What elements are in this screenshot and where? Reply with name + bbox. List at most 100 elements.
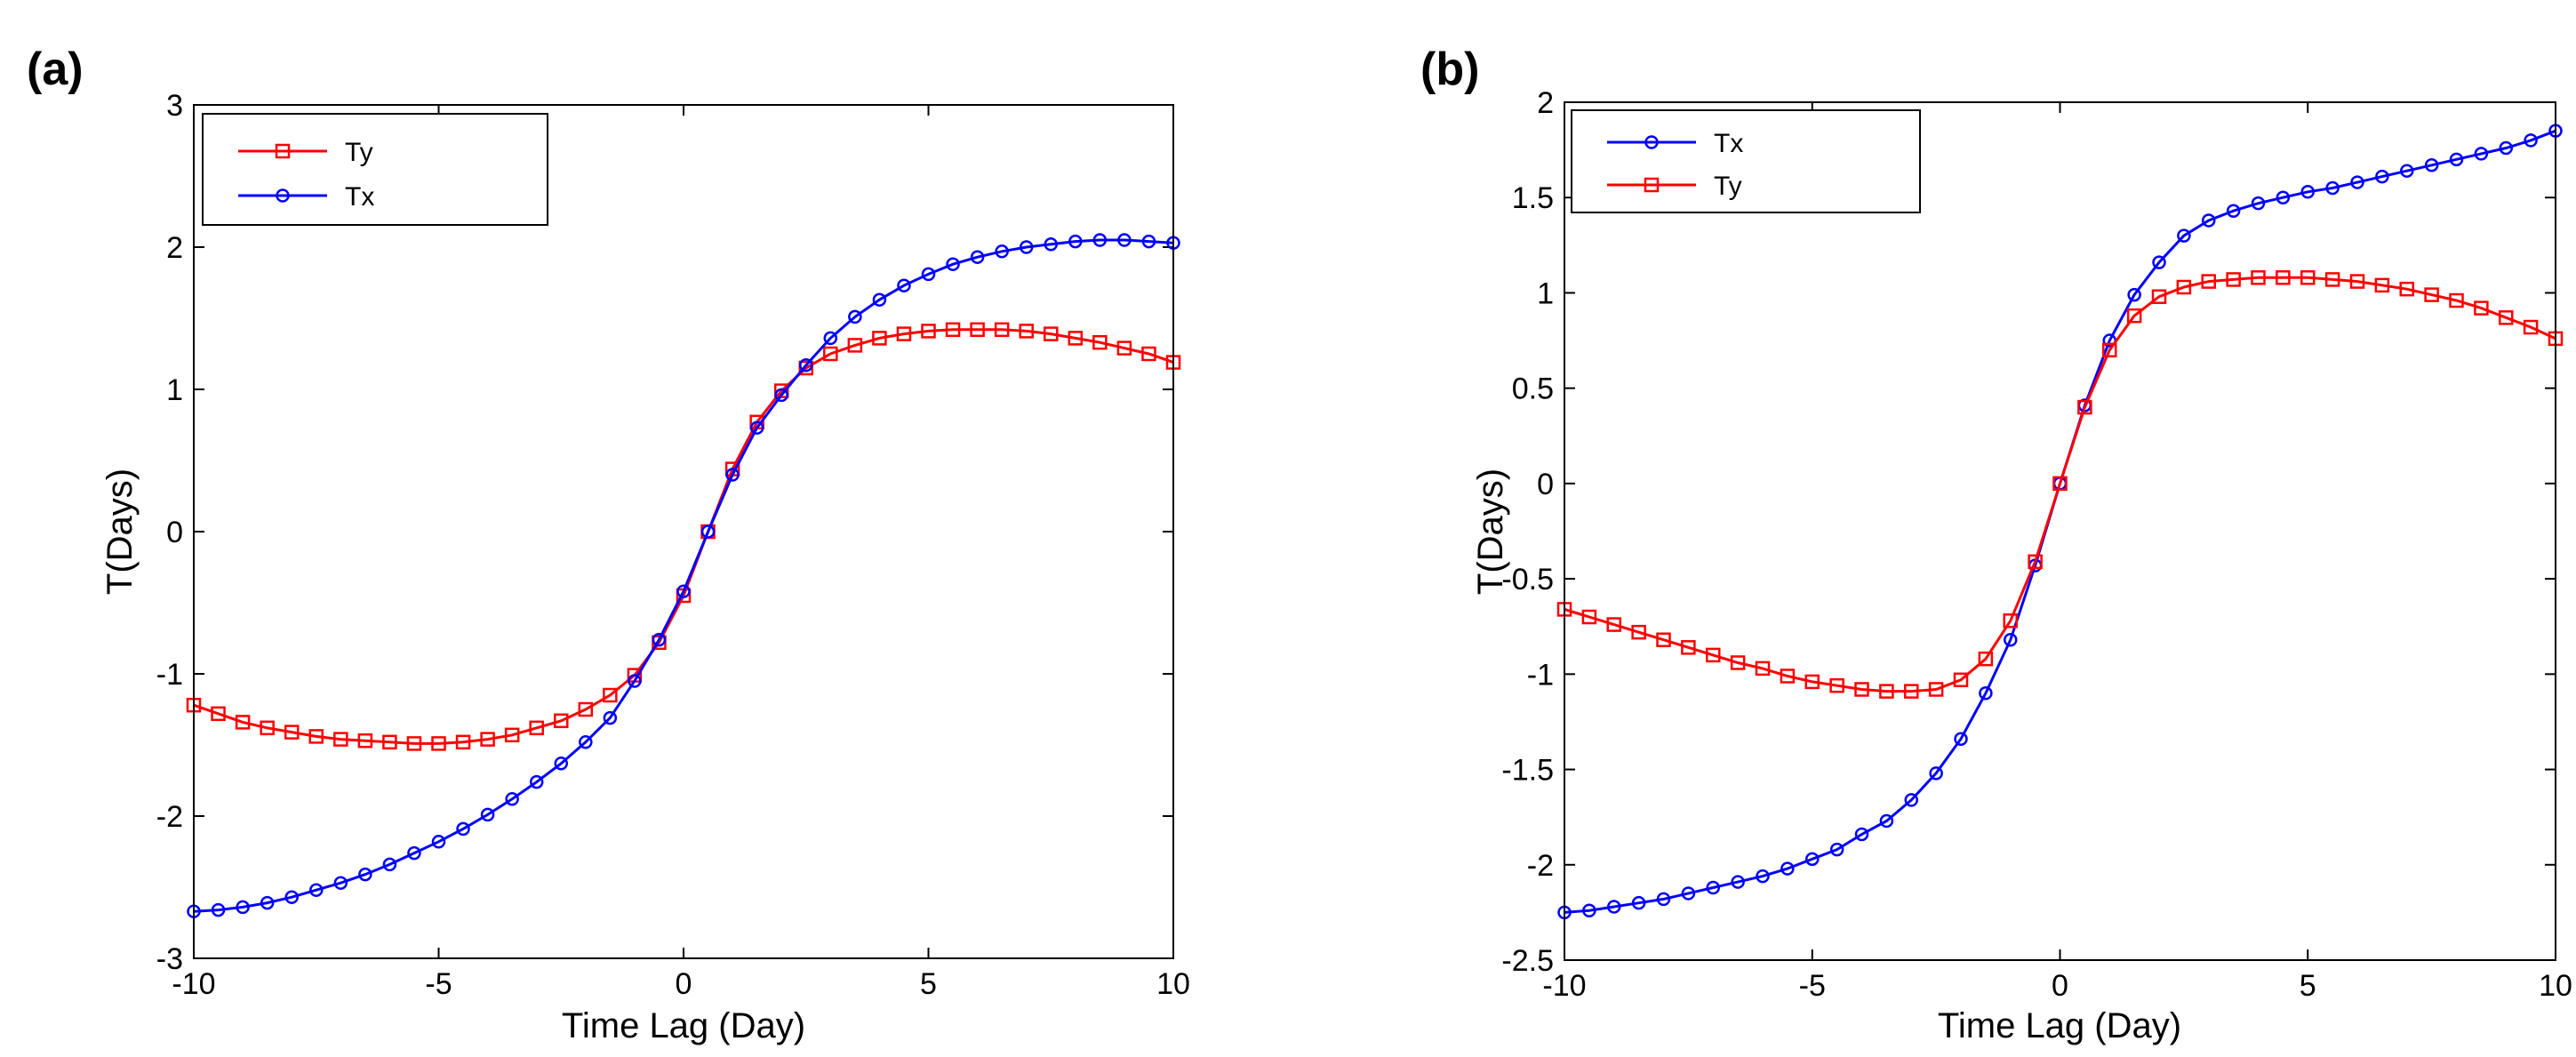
data-point-Tx: [774, 388, 788, 403]
data-point-Ty: [554, 713, 569, 729]
data-point-Ty: [1804, 674, 1820, 690]
legend-marker-b-1: [1644, 177, 1660, 193]
data-point-Tx: [628, 674, 642, 688]
data-point-Tx: [946, 257, 960, 271]
data-point-Ty: [1706, 647, 1721, 663]
data-point-Ty: [2374, 277, 2390, 293]
data-point-Ty: [260, 720, 275, 736]
data-point-Tx: [1954, 732, 1968, 746]
data-point-Tx: [1607, 900, 1621, 914]
data-point-Tx: [2499, 140, 2513, 156]
data-point-Ty: [357, 733, 373, 749]
data-point-Tx: [2127, 287, 2141, 302]
legend-marker-a-1: [276, 188, 290, 203]
legend-a: Ty Tx: [202, 113, 548, 226]
legend-label-b-0: Tx: [1714, 129, 1743, 158]
data-point-Ty: [2102, 342, 2117, 358]
x-tick-label: -5: [425, 967, 452, 1001]
data-point-Tx: [823, 331, 838, 346]
data-point-Tx: [995, 244, 1009, 259]
data-point-Tx: [897, 278, 911, 292]
data-point-Ty: [2474, 300, 2489, 316]
data-point-Tx: [2350, 175, 2364, 189]
data-point-Tx: [1929, 766, 1943, 781]
data-point-Ty: [2052, 476, 2068, 492]
legend-label-a-1: Tx: [345, 182, 374, 212]
legend-box-a: [202, 113, 548, 226]
data-point-Tx: [211, 902, 226, 917]
data-point-Ty: [1879, 684, 1894, 699]
y-tick-label: -2.5: [1501, 944, 1554, 978]
y-tick-label: 1: [166, 373, 183, 407]
data-point-Tx: [652, 632, 667, 647]
data-point-Tx: [2300, 185, 2315, 199]
data-point-Tx: [1979, 686, 1993, 701]
data-point-Ty: [1092, 334, 1108, 350]
legend-entry-b-0: Tx: [1607, 129, 1743, 158]
data-point-Ty: [2324, 272, 2340, 287]
data-point-Tx: [333, 876, 348, 890]
data-point-Tx: [1117, 233, 1132, 247]
data-point-Ty: [2276, 270, 2291, 285]
data-point-Ty: [2151, 289, 2167, 304]
data-point-Tx: [1068, 234, 1083, 249]
data-point-Ty: [431, 736, 446, 751]
chart-panel-b: (b) -2.5-2-1.5-1-0.500.511.52 -10 -5 0 5 10 …: [1420, 44, 2572, 1045]
y-axis-title-b: T(Days): [1471, 468, 1510, 595]
data-point-Tx: [676, 584, 691, 598]
data-point-Tx: [1904, 793, 1918, 807]
data-point-Tx: [799, 358, 813, 372]
data-point-Tx: [1731, 875, 1745, 889]
y-tick-label: 3: [166, 89, 183, 123]
data-point-Tx: [554, 757, 568, 771]
data-point-Tx: [1044, 237, 1058, 252]
data-point-Tx: [1829, 842, 1844, 857]
data-point-Tx: [2226, 204, 2241, 218]
data-point-Tx: [579, 735, 593, 749]
data-point-Ty: [333, 732, 348, 747]
data-point-Ty: [1755, 661, 1771, 677]
data-point-Tx: [382, 857, 397, 872]
data-point-Ty: [308, 729, 324, 744]
data-point-Tx: [2424, 158, 2439, 172]
data-point-Tx: [2276, 190, 2291, 204]
y-tick-label: 0: [166, 516, 183, 549]
data-point-Tx: [725, 468, 740, 482]
data-point-Ty: [2126, 308, 2142, 324]
data-point-Tx: [2474, 147, 2489, 161]
data-point-Tx: [529, 774, 544, 789]
data-point-Tx: [2449, 152, 2464, 167]
data-point-Ty: [284, 725, 300, 740]
data-point-Tx: [2202, 213, 2216, 228]
data-point-Tx: [1141, 234, 1156, 249]
x-axis-title-b: Time Lag (Day): [1938, 1006, 2181, 1045]
data-point-Ty: [2349, 274, 2365, 289]
data-point-Tx: [260, 895, 275, 910]
series-Tx: [1557, 124, 2563, 920]
y-tick-label: -1: [156, 658, 183, 692]
legend-marker-a-0: [275, 143, 291, 159]
legend-marker-glyph: [1644, 177, 1660, 193]
data-point-Tx: [2375, 169, 2389, 184]
x-tick-label: -10: [172, 967, 215, 1001]
series-Ty: [186, 322, 1181, 751]
y-tick-label: -2: [156, 800, 183, 834]
series-Tx: [187, 233, 1180, 918]
data-point-Tx: [848, 309, 862, 324]
x-tick-label: -10: [1542, 969, 1586, 1003]
series-Ty: [1556, 270, 2564, 699]
data-point-Ty: [847, 338, 863, 353]
data-point-Ty: [1606, 617, 1621, 632]
data-point-Ty: [2424, 287, 2439, 302]
x-tick-label: 5: [920, 967, 937, 1001]
data-point-Tx: [1706, 880, 1720, 895]
data-point-Tx: [921, 267, 936, 282]
data-point-Tx: [1656, 892, 1671, 907]
data-point-Ty: [2399, 281, 2414, 297]
data-point-Tx: [749, 420, 764, 435]
y-tick-label: 1: [1537, 276, 1554, 310]
x-ticks-b: -10 -5 0 5 10: [1542, 102, 2572, 1003]
data-point-Ty: [1631, 624, 1646, 640]
data-point-Ty: [1780, 669, 1796, 684]
